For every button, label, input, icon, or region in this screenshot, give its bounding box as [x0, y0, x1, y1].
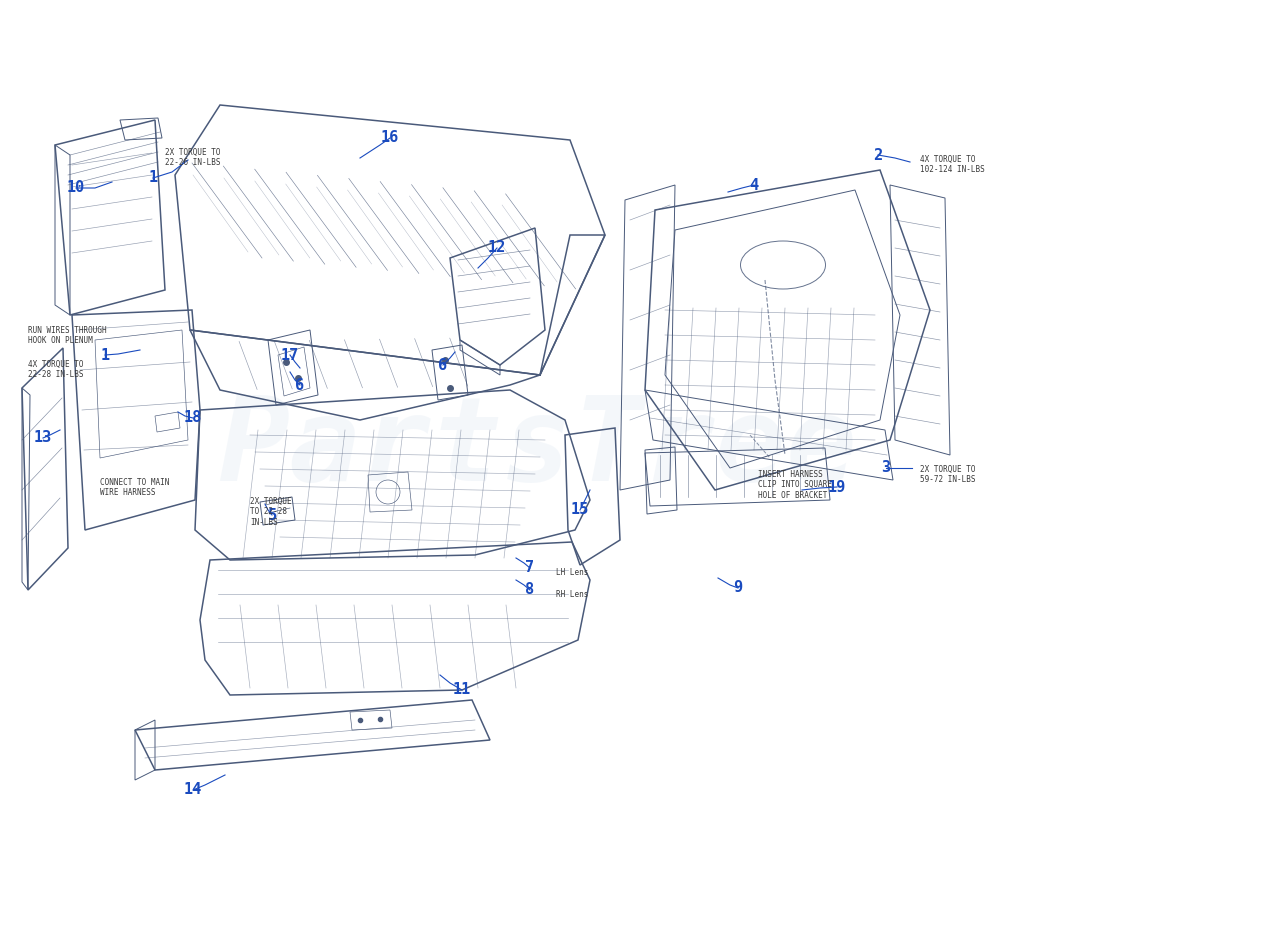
Text: CONNECT TO MAIN
WIRE HARNESS: CONNECT TO MAIN WIRE HARNESS	[100, 478, 169, 497]
Text: INSERT HARNESS
CLIP INTO SQUARE
HOLE OF BRACKET: INSERT HARNESS CLIP INTO SQUARE HOLE OF …	[758, 470, 832, 500]
Text: 6: 6	[439, 357, 448, 372]
Text: 4X TORQUE TO
22-28 IN-LBS: 4X TORQUE TO 22-28 IN-LBS	[28, 360, 83, 380]
Text: 2X TORQUE TO
22-26 IN-LBS: 2X TORQUE TO 22-26 IN-LBS	[165, 148, 220, 167]
Text: LH Lens: LH Lens	[556, 568, 589, 577]
Text: RUN WIRES THROUGH
HOOK ON PLENUM: RUN WIRES THROUGH HOOK ON PLENUM	[28, 326, 106, 345]
Text: 18: 18	[184, 411, 202, 425]
Text: 1: 1	[148, 171, 157, 186]
Text: 19: 19	[828, 480, 846, 494]
Text: RH Lens: RH Lens	[556, 590, 589, 599]
Text: 7: 7	[525, 561, 535, 576]
Text: 12: 12	[488, 241, 506, 256]
Text: 11: 11	[453, 683, 471, 698]
Text: 6: 6	[296, 378, 305, 393]
Text: 15: 15	[571, 503, 589, 518]
Text: 17: 17	[280, 347, 300, 363]
Text: 16: 16	[381, 131, 399, 146]
Text: 4: 4	[749, 177, 759, 192]
Text: 3: 3	[882, 461, 891, 476]
Text: 2X TORQUE
TO 22-28
IN-LBS: 2X TORQUE TO 22-28 IN-LBS	[250, 497, 292, 527]
Text: 10: 10	[67, 180, 86, 196]
Text: 1: 1	[100, 347, 110, 363]
Text: 2: 2	[873, 147, 883, 162]
Text: PartsTree: PartsTree	[218, 391, 858, 505]
Text: 5: 5	[268, 508, 276, 522]
Text: 4X TORQUE TO
102-124 IN-LBS: 4X TORQUE TO 102-124 IN-LBS	[920, 155, 984, 174]
Text: 2X TORQUE TO
59-72 IN-LBS: 2X TORQUE TO 59-72 IN-LBS	[920, 465, 975, 484]
Text: 9: 9	[733, 580, 742, 595]
Text: 13: 13	[33, 430, 52, 445]
Text: 8: 8	[525, 582, 535, 597]
Text: 14: 14	[184, 783, 202, 798]
